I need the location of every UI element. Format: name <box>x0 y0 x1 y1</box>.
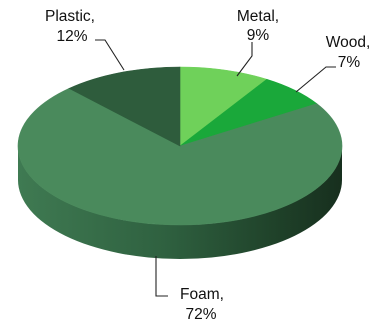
slice-label-foam-value: 72% <box>185 306 216 323</box>
leader-line-plastic <box>95 39 125 71</box>
pie-side-wall <box>18 146 342 259</box>
slice-label-wood-name: Wood <box>326 34 366 51</box>
slice-label-foam: Foam, 72% <box>155 256 224 323</box>
slice-label-plastic-name: Plastic <box>45 8 91 25</box>
slice-label-plastic: Plastic, 12% <box>45 8 125 71</box>
svg-text:Wood,: Wood, <box>326 34 371 51</box>
svg-text:Metal,: Metal, <box>237 8 279 25</box>
pie-side-foam <box>18 146 342 259</box>
slice-label-metal-value: 9% <box>247 27 270 44</box>
svg-text:Plastic,: Plastic, <box>45 8 95 25</box>
slice-label-wood-value: 7% <box>338 54 361 71</box>
slice-label-plastic-value: 12% <box>56 28 87 45</box>
slice-label-wood: Wood, 7% <box>295 34 371 93</box>
leader-line-metal <box>236 42 253 77</box>
slice-label-metal-name: Metal <box>237 8 275 25</box>
pie-slice-metal <box>179 66 268 147</box>
leader-line-wood <box>295 66 336 93</box>
pie-slice-plastic <box>68 66 181 147</box>
pie-top-face <box>17 66 343 226</box>
svg-text:Foam,: Foam, <box>180 286 224 303</box>
pie-slice-foam <box>17 88 343 226</box>
slice-label-foam-name: Foam <box>180 286 220 303</box>
slice-labels: Metal, 9% Wood, 7% Plastic, 12% Foam, 72… <box>45 8 370 323</box>
leader-line-foam <box>155 256 168 297</box>
slice-label-metal: Metal, 9% <box>236 8 279 77</box>
